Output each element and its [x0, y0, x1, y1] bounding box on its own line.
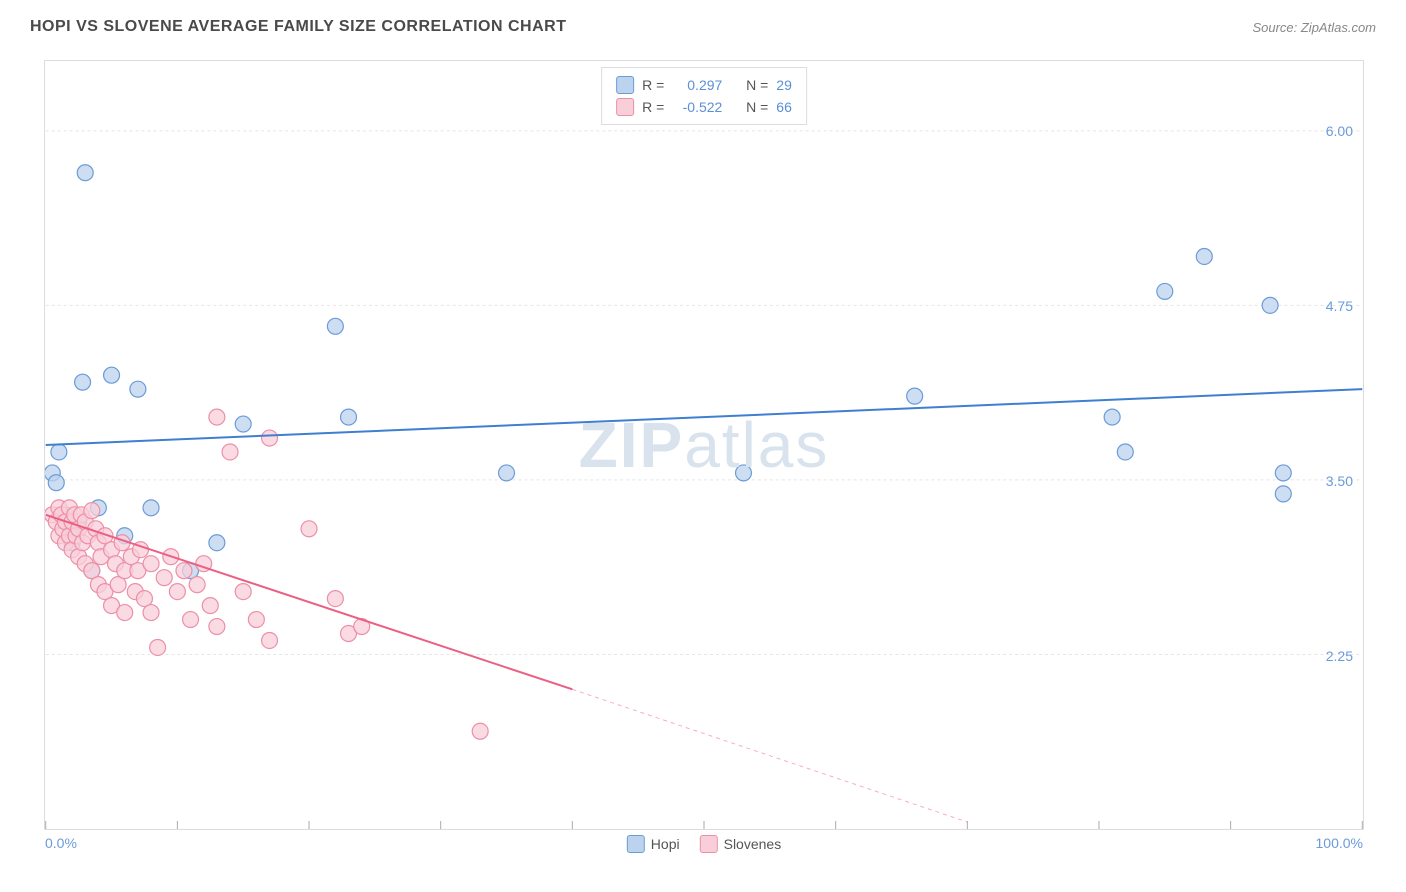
legend-item-hopi: Hopi: [627, 835, 680, 853]
stats-legend: R = 0.297 N = 29 R = -0.522 N = 66: [601, 67, 807, 125]
slovenes-r-value: -0.522: [672, 96, 722, 118]
header: HOPI VS SLOVENE AVERAGE FAMILY SIZE CORR…: [0, 0, 1406, 44]
hopi-n-value: 29: [776, 74, 792, 96]
slovenes-swatch: [616, 98, 634, 116]
slovenes-n-value: 66: [776, 96, 792, 118]
hopi-legend-swatch: [627, 835, 645, 853]
chart-area: ZIPatlas R = 0.297 N = 29 R = -0.522 N =…: [44, 60, 1364, 830]
chart-title: HOPI VS SLOVENE AVERAGE FAMILY SIZE CORR…: [30, 18, 566, 36]
stats-row-hopi: R = 0.297 N = 29: [616, 74, 792, 96]
x-axis-max-label: 100.0%: [1316, 835, 1363, 851]
scatter-plot: [45, 61, 1363, 829]
source-label: Source: ZipAtlas.com: [1252, 20, 1376, 35]
y-tick-label: 3.50: [1326, 473, 1353, 489]
series-legend: Hopi Slovenes: [627, 835, 781, 853]
x-axis-min-label: 0.0%: [45, 835, 77, 851]
stats-row-slovenes: R = -0.522 N = 66: [616, 96, 792, 118]
hopi-r-value: 0.297: [672, 74, 722, 96]
y-tick-label: 6.00: [1326, 123, 1353, 139]
legend-item-slovenes: Slovenes: [700, 835, 782, 853]
y-tick-label: 4.75: [1326, 298, 1353, 314]
slovenes-legend-swatch: [700, 835, 718, 853]
y-tick-label: 2.25: [1326, 648, 1353, 664]
hopi-legend-label: Hopi: [651, 836, 680, 852]
hopi-swatch: [616, 76, 634, 94]
slovenes-legend-label: Slovenes: [724, 836, 782, 852]
